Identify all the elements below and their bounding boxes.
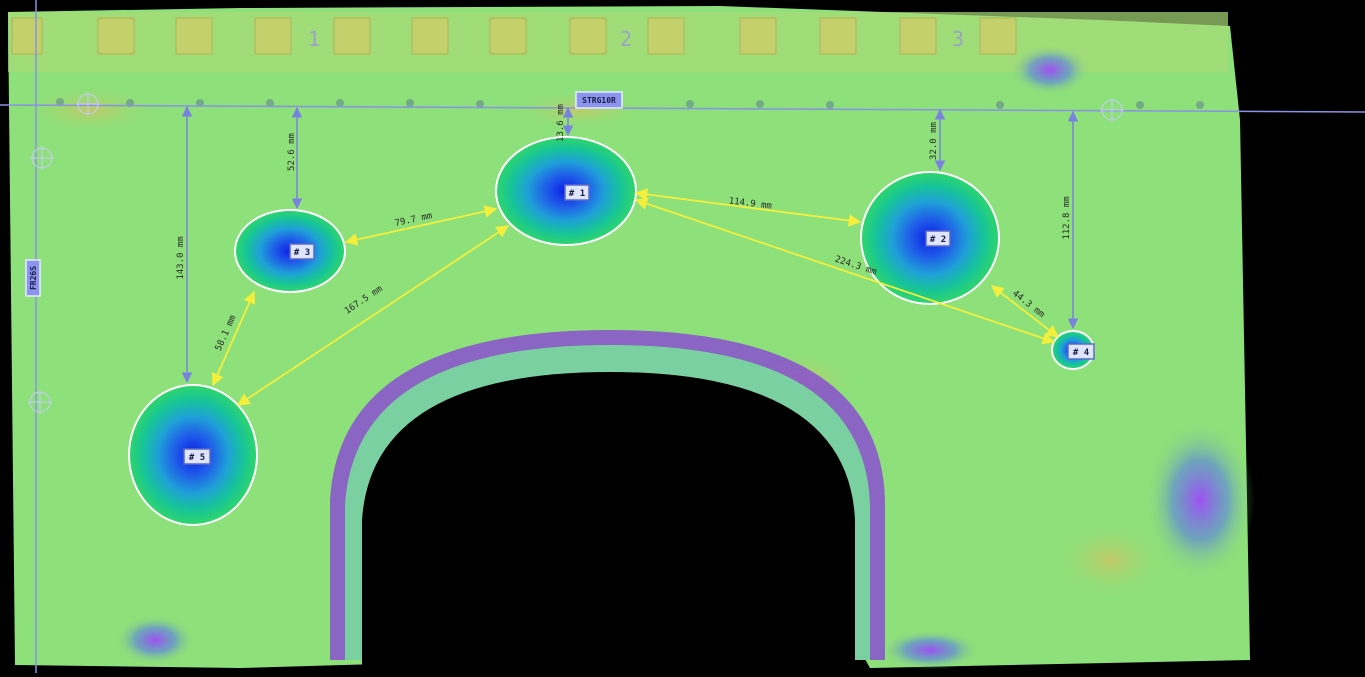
meas-d2-ref: 32.0 mm bbox=[929, 122, 939, 160]
arch-cutout bbox=[330, 330, 885, 673]
panel-marker-1: 1 bbox=[308, 27, 320, 51]
inter-defect-arrows bbox=[211, 188, 1059, 406]
defect-4[interactable]: # 4 bbox=[1051, 330, 1095, 370]
panel-marker-2: 2 bbox=[620, 27, 632, 51]
defect-3[interactable]: # 3 bbox=[234, 209, 346, 293]
crosshair-markers bbox=[28, 92, 1124, 414]
panel-markers: 1 2 3 bbox=[308, 27, 964, 51]
meas-d4-ref: 112.8 mm bbox=[1062, 196, 1072, 239]
reference-distance-arrows bbox=[181, 105, 1079, 384]
defect-3-label: # 3 bbox=[294, 248, 310, 258]
svg-text:FR26S: FR26S bbox=[29, 266, 38, 290]
rivet-row bbox=[56, 98, 1204, 109]
stringer-label: STRG10R bbox=[575, 91, 623, 109]
defect-1-label: # 1 bbox=[569, 189, 585, 199]
meas-d1-ref: 13.6 mm bbox=[556, 104, 566, 142]
panel-marker-3: 3 bbox=[952, 27, 964, 51]
defect-5-label: # 5 bbox=[189, 453, 205, 463]
fiducial-markers bbox=[11, 17, 1017, 55]
svg-text:STRG10R: STRG10R bbox=[582, 96, 616, 105]
frame-label: FR26S bbox=[25, 259, 41, 297]
defect-4-label: # 4 bbox=[1073, 348, 1090, 358]
meas-d3-ref: 52.6 mm bbox=[287, 133, 297, 171]
defect-1[interactable]: # 1 bbox=[495, 136, 637, 246]
defect-5[interactable]: # 5 bbox=[128, 384, 258, 526]
meas-d5-ref: 143.0 mm bbox=[176, 236, 186, 279]
defect-2-label: # 2 bbox=[930, 235, 946, 245]
